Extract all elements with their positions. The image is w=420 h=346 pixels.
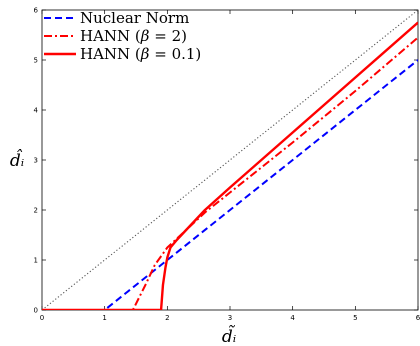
y-tick-label: 3 (34, 157, 38, 165)
series-line-2 (42, 21, 418, 310)
x-tick-label: 0 (40, 314, 44, 322)
x-tick-label: 4 (290, 314, 295, 322)
y-axis-label: d̂ᵢ (10, 149, 24, 171)
y-tick-label: 4 (34, 107, 39, 115)
y-tick-label: 5 (34, 57, 38, 65)
series-layer (42, 10, 418, 310)
series-line-0 (42, 59, 418, 310)
legend-label-1: HANN (β = 2) (80, 27, 187, 45)
legend-label-2: HANN (β = 0.1) (80, 45, 201, 63)
legend-label-0: Nuclear Norm (80, 9, 189, 27)
x-tick-label: 6 (416, 314, 420, 322)
y-tick-label: 6 (34, 7, 39, 15)
series-line-1 (42, 36, 418, 310)
y-tick-label: 2 (34, 207, 38, 215)
x-tick-label: 3 (228, 314, 232, 322)
y-tick-label: 1 (34, 257, 38, 265)
x-axis-label: d̃ᵢ (222, 325, 236, 346)
x-tick-label: 5 (353, 314, 357, 322)
x-tick-label: 2 (165, 314, 169, 322)
y-tick-label: 0 (34, 307, 38, 315)
axis-ticks: 0 1 2 3 4 5 6 0 1 2 3 4 5 6 (34, 7, 420, 323)
x-tick-label: 1 (102, 314, 106, 322)
